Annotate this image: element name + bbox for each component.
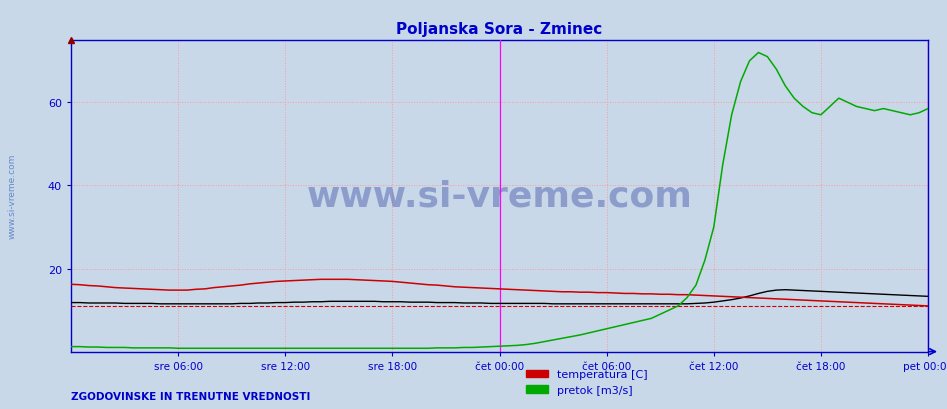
Legend: temperatura [C], pretok [m3/s]: temperatura [C], pretok [m3/s] bbox=[522, 365, 652, 399]
Text: ZGODOVINSKE IN TRENUTNE VREDNOSTI: ZGODOVINSKE IN TRENUTNE VREDNOSTI bbox=[71, 391, 311, 401]
Text: www.si-vreme.com: www.si-vreme.com bbox=[307, 180, 692, 213]
Text: www.si-vreme.com: www.si-vreme.com bbox=[8, 154, 17, 239]
Title: Poljanska Sora - Zminec: Poljanska Sora - Zminec bbox=[397, 22, 602, 37]
